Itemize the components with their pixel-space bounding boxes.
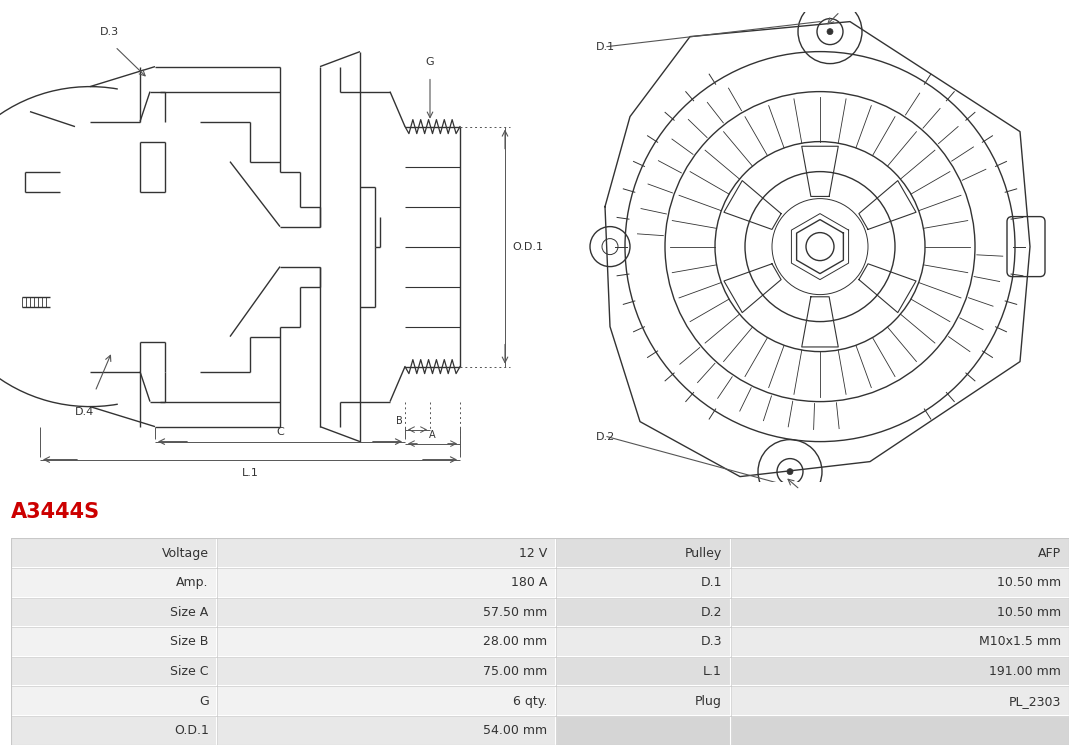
Text: D.2: D.2 bbox=[596, 431, 616, 441]
Text: PL_2303: PL_2303 bbox=[1009, 694, 1061, 708]
Text: O.D.1: O.D.1 bbox=[174, 724, 208, 737]
Bar bbox=[556, 686, 730, 716]
Text: 12 V: 12 V bbox=[519, 547, 548, 559]
Text: 180 A: 180 A bbox=[511, 576, 548, 590]
Bar bbox=[556, 538, 730, 568]
Text: D.2: D.2 bbox=[701, 606, 723, 619]
Text: D.3: D.3 bbox=[100, 26, 119, 37]
Text: 75.00 mm: 75.00 mm bbox=[483, 665, 548, 678]
Text: Plug: Plug bbox=[696, 694, 723, 708]
Bar bbox=[11, 716, 217, 745]
Text: 28.00 mm: 28.00 mm bbox=[483, 636, 548, 648]
Bar bbox=[730, 716, 1069, 745]
Bar bbox=[730, 686, 1069, 716]
Bar bbox=[217, 568, 556, 598]
Bar bbox=[730, 598, 1069, 627]
Text: Size A: Size A bbox=[171, 606, 208, 619]
Bar bbox=[556, 627, 730, 657]
Text: O.D.1: O.D.1 bbox=[512, 242, 543, 252]
Bar bbox=[730, 538, 1069, 568]
Bar bbox=[11, 538, 217, 568]
Text: AFP: AFP bbox=[1038, 547, 1061, 559]
Text: 10.50 mm: 10.50 mm bbox=[997, 576, 1061, 590]
Text: Amp.: Amp. bbox=[176, 576, 208, 590]
Text: 6 qty.: 6 qty. bbox=[513, 694, 548, 708]
Text: G: G bbox=[426, 56, 434, 66]
Circle shape bbox=[787, 468, 793, 474]
Text: G: G bbox=[199, 694, 208, 708]
Text: A: A bbox=[429, 430, 436, 440]
Bar bbox=[11, 686, 217, 716]
Bar bbox=[217, 538, 556, 568]
Text: Pulley: Pulley bbox=[685, 547, 723, 559]
Bar bbox=[730, 657, 1069, 686]
Bar bbox=[217, 657, 556, 686]
Text: 57.50 mm: 57.50 mm bbox=[483, 606, 548, 619]
Text: M10x1.5 mm: M10x1.5 mm bbox=[978, 636, 1061, 648]
Bar bbox=[11, 627, 217, 657]
Text: A3444S: A3444S bbox=[11, 502, 100, 522]
Bar bbox=[11, 598, 217, 627]
Bar bbox=[556, 568, 730, 598]
Text: 191.00 mm: 191.00 mm bbox=[989, 665, 1061, 678]
Text: 54.00 mm: 54.00 mm bbox=[483, 724, 548, 737]
Bar bbox=[730, 627, 1069, 657]
Text: Size C: Size C bbox=[171, 665, 208, 678]
Text: D.4: D.4 bbox=[75, 407, 94, 416]
Bar bbox=[11, 568, 217, 598]
Text: C: C bbox=[276, 427, 284, 437]
Text: B: B bbox=[396, 416, 403, 425]
Text: 10.50 mm: 10.50 mm bbox=[997, 606, 1061, 619]
Bar bbox=[556, 598, 730, 627]
Bar bbox=[217, 716, 556, 745]
Text: D.1: D.1 bbox=[701, 576, 723, 590]
Text: L.1: L.1 bbox=[703, 665, 723, 678]
Bar bbox=[11, 657, 217, 686]
Bar bbox=[556, 716, 730, 745]
Text: D.1: D.1 bbox=[596, 41, 616, 52]
Text: L.1: L.1 bbox=[242, 468, 258, 477]
Text: Size B: Size B bbox=[171, 636, 208, 648]
Text: D.3: D.3 bbox=[701, 636, 723, 648]
Bar bbox=[217, 598, 556, 627]
Circle shape bbox=[827, 29, 833, 35]
Bar bbox=[217, 627, 556, 657]
Bar bbox=[217, 686, 556, 716]
Text: Voltage: Voltage bbox=[162, 547, 208, 559]
Bar bbox=[730, 568, 1069, 598]
Bar bbox=[556, 657, 730, 686]
